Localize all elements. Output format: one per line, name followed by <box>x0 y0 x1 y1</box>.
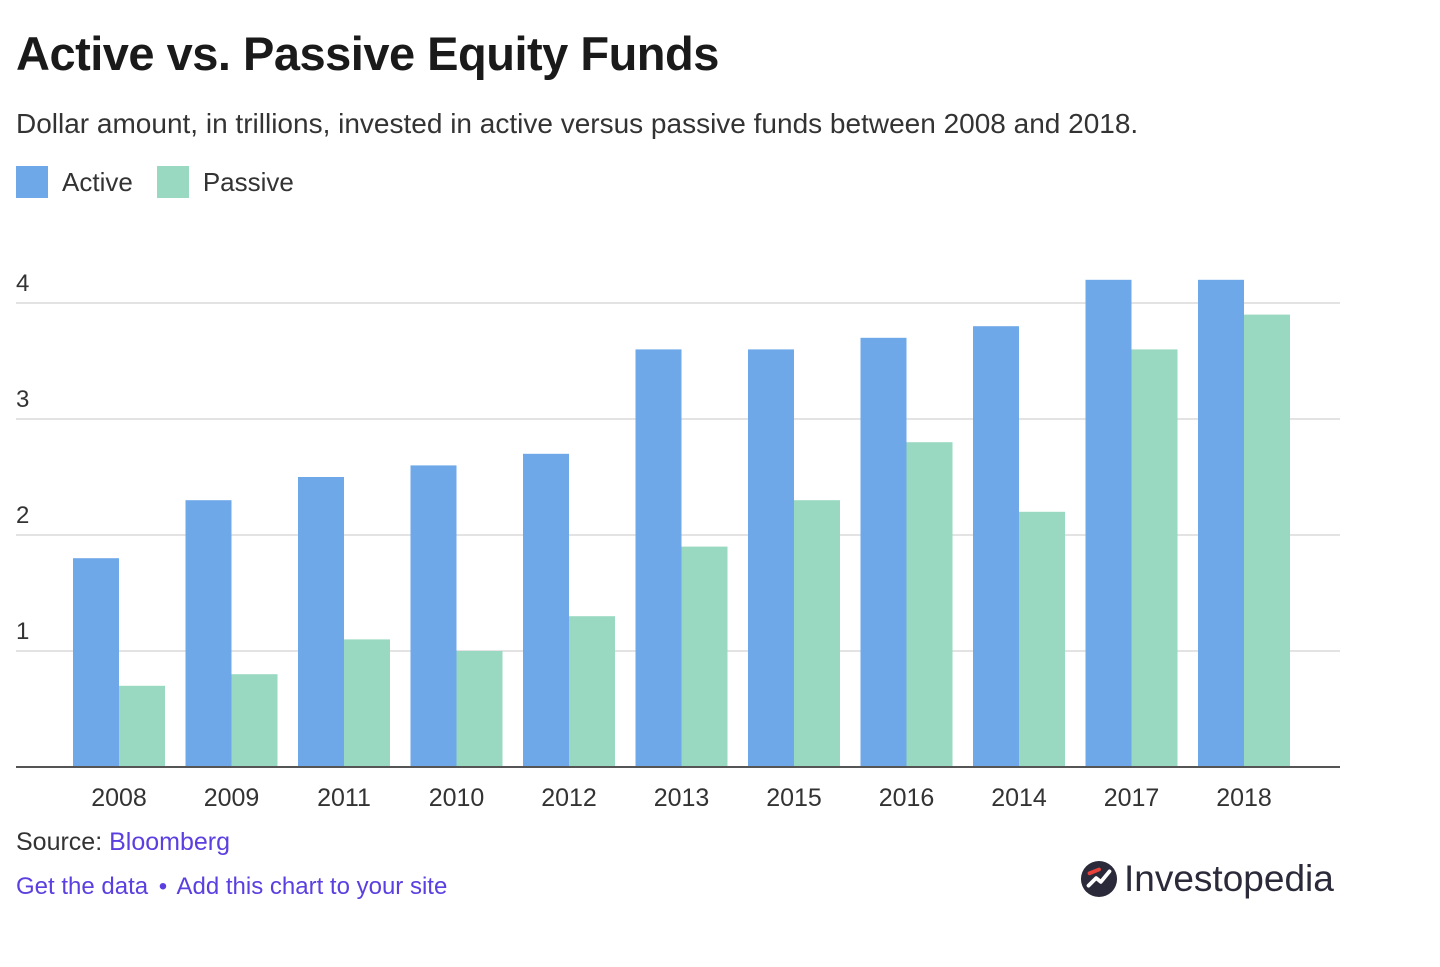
x-tick-label-2010: 2010 <box>429 784 485 812</box>
add-chart-link[interactable]: Add this chart to your site <box>176 873 448 900</box>
investopedia-logo-icon <box>1080 860 1118 898</box>
bar-passive-2018[interactable] <box>1244 314 1290 767</box>
bar-passive-2015[interactable] <box>794 500 840 767</box>
x-tick-label-2013: 2013 <box>654 784 710 812</box>
bar-active-2015[interactable] <box>748 349 794 767</box>
chart-title: Active vs. Passive Equity Funds <box>16 27 719 80</box>
bar-active-2018[interactable] <box>1198 279 1244 767</box>
bar-active-2017[interactable] <box>1085 279 1132 767</box>
legend-swatch-active <box>16 166 48 198</box>
y-tick-label-4: 4 <box>16 270 29 297</box>
legend-label-passive: Passive <box>202 166 294 197</box>
x-tick-label-2008: 2008 <box>91 784 147 812</box>
x-tick-label-2014: 2014 <box>991 784 1047 812</box>
bar-active-2008[interactable] <box>73 558 119 767</box>
x-tick-label-2018: 2018 <box>1216 784 1272 812</box>
bar-passive-2014[interactable] <box>1019 511 1065 767</box>
y-tick-label-1: 1 <box>16 618 29 645</box>
bar-passive-2012[interactable] <box>569 616 615 767</box>
x-tick-label-2012: 2012 <box>541 784 597 812</box>
source-prefix: Source: <box>16 828 110 856</box>
legend-swatch-passive <box>156 166 189 198</box>
bar-passive-2013[interactable] <box>681 546 728 767</box>
investopedia-logo[interactable]: Investopedia <box>1080 858 1334 900</box>
bar-active-2011[interactable] <box>298 477 344 767</box>
chart-links: Get the data • Add this chart to your si… <box>16 873 447 901</box>
bar-passive-2011[interactable] <box>344 639 390 767</box>
x-tick-label-2009: 2009 <box>204 784 260 812</box>
bar-active-2013[interactable] <box>635 349 682 767</box>
x-tick-label-2016: 2016 <box>879 784 935 812</box>
bar-active-2014[interactable] <box>973 326 1019 767</box>
get-data-link[interactable]: Get the data <box>16 873 149 900</box>
bar-active-2009[interactable] <box>185 500 232 767</box>
legend-item-passive: Passive <box>156 166 294 198</box>
x-tick-label-2011: 2011 <box>317 784 371 812</box>
chart-legend: Active Passive <box>16 166 318 198</box>
source-line: Source: Bloomberg <box>16 828 230 857</box>
legend-item-active: Active <box>16 166 133 198</box>
x-tick-label-2015: 2015 <box>766 784 822 812</box>
bar-passive-2010[interactable] <box>456 651 503 767</box>
brand-name: Investopedia <box>1124 858 1334 899</box>
y-tick-label-3: 3 <box>16 386 29 413</box>
bar-passive-2009[interactable] <box>231 674 278 767</box>
x-tick-label-2017: 2017 <box>1104 784 1160 812</box>
bar-passive-2017[interactable] <box>1131 349 1178 767</box>
bar-active-2016[interactable] <box>860 337 907 767</box>
legend-label-active: Active <box>62 166 133 197</box>
links-separator: • <box>158 873 168 900</box>
bar-active-2010[interactable] <box>410 465 457 767</box>
chart-subtitle: Dollar amount, in trillions, invested in… <box>16 108 1139 139</box>
bar-passive-2016[interactable] <box>906 442 953 767</box>
source-link-bloomberg[interactable]: Bloomberg <box>109 828 231 856</box>
bar-passive-2008[interactable] <box>119 685 165 767</box>
y-tick-label-2: 2 <box>16 502 29 529</box>
bar-active-2012[interactable] <box>523 453 569 767</box>
